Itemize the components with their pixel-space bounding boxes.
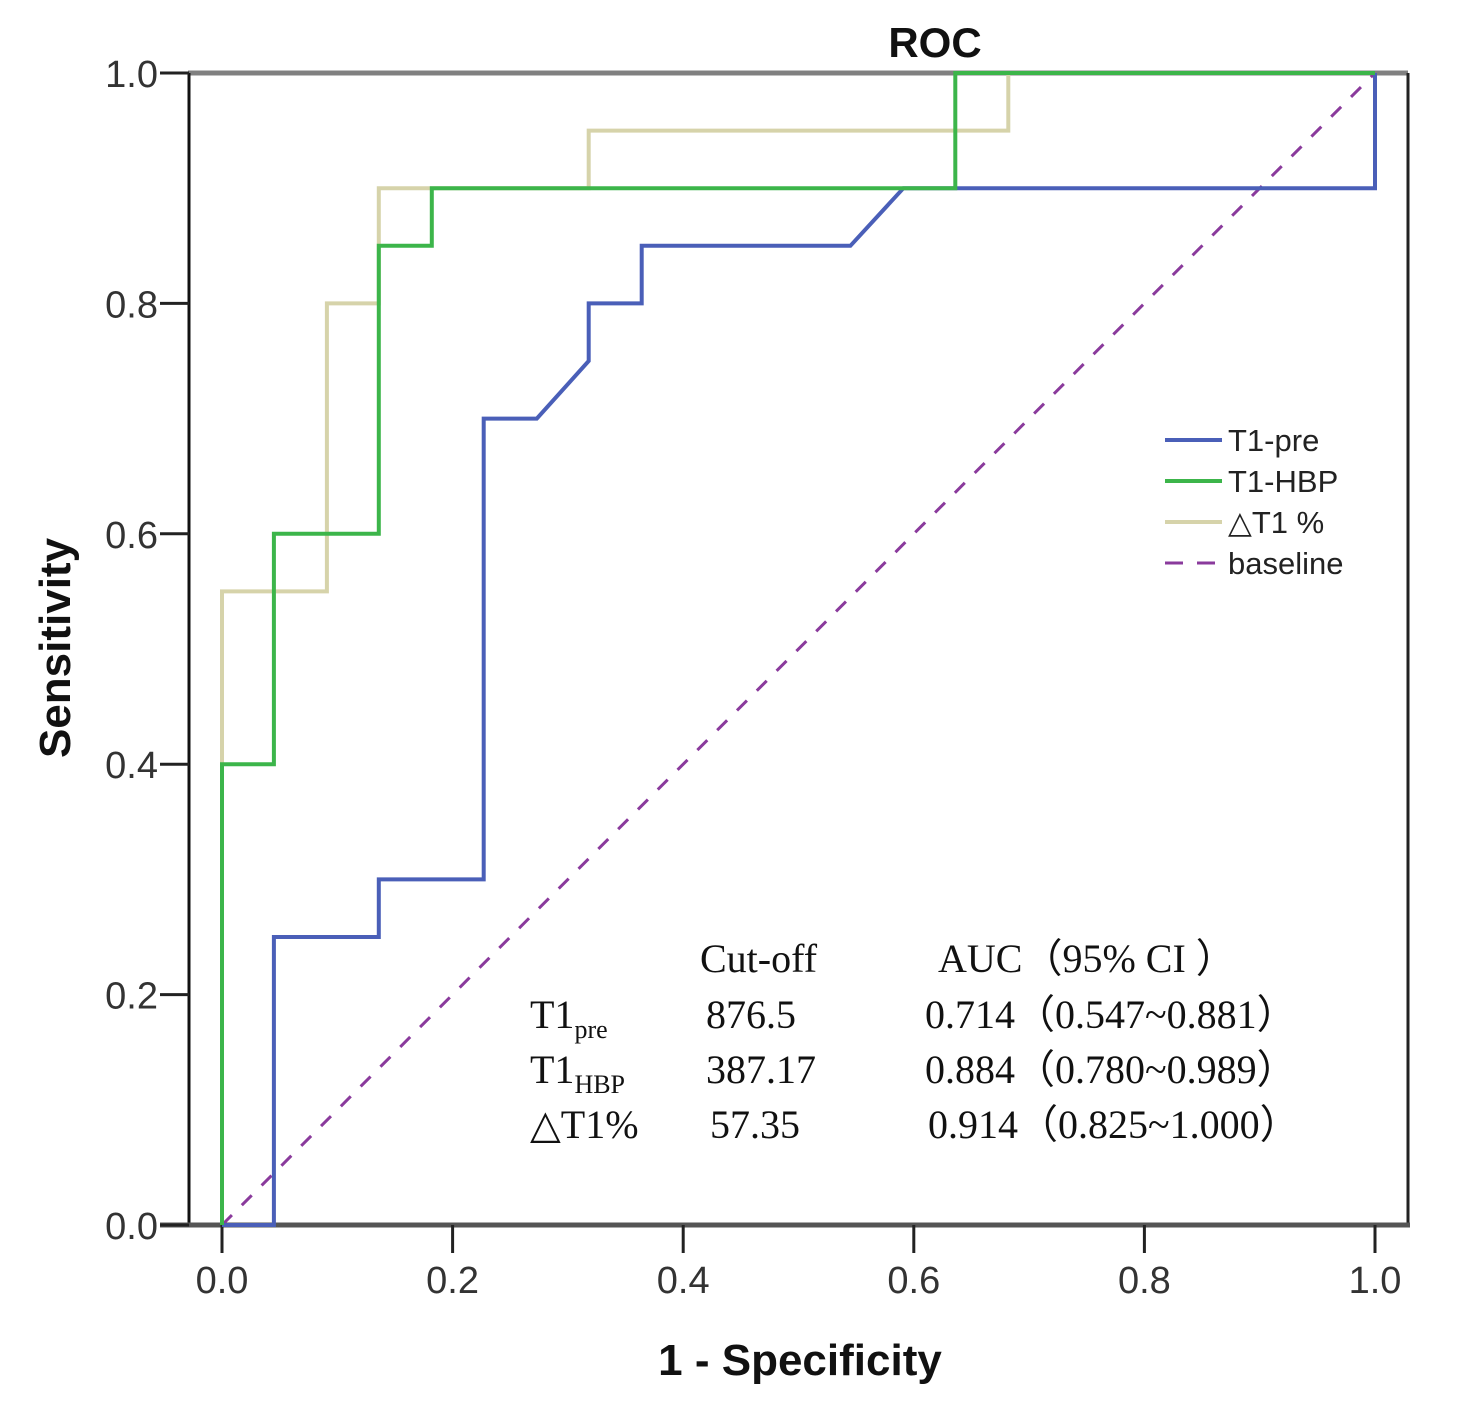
x-tick-label: 0.4: [657, 1260, 710, 1302]
y-tick-label: 0.6: [105, 515, 158, 557]
row-cutoff: 57.35: [710, 1102, 800, 1147]
legend-label: △T1 %: [1228, 505, 1324, 540]
series-group: [220, 71, 1377, 1227]
header-cutoff: Cut-off: [700, 936, 818, 981]
y-tick-label: 0.4: [105, 745, 158, 787]
row-label: T1pre: [530, 992, 608, 1044]
legend-item: T1-pre: [1165, 423, 1319, 458]
series-line-baseline: [220, 71, 1377, 1227]
y-axis-label: Sensitivity: [31, 537, 80, 758]
row-label-sub: pre: [574, 1015, 607, 1044]
series-line-delta-t1-pct: [220, 71, 1375, 1225]
table-row: T1HBP 387.17 0.884（0.780~0.989）: [530, 1047, 1297, 1099]
y-tick-label: 0.0: [105, 1206, 158, 1248]
row-label: △T1%: [530, 1102, 639, 1147]
series-line-t1-hbp: [220, 71, 1375, 1225]
x-axis-label: 1 - Specificity: [658, 1336, 942, 1385]
row-auc: 0.884（0.780~0.989）: [925, 1047, 1297, 1092]
row-label-sub: HBP: [574, 1070, 625, 1099]
annotation-table: Cut-off AUC（95% CI ） T1pre 876.5 0.714（0…: [530, 936, 1300, 1147]
row-auc: 0.914（0.825~1.000）: [928, 1102, 1300, 1147]
y-tick-label: 0.8: [105, 284, 158, 326]
legend-label: T1-pre: [1228, 423, 1319, 458]
y-ticks: 0.0 0.2 0.4 0.6 0.8 1.0: [105, 54, 189, 1248]
y-tick-label: 1.0: [105, 54, 158, 96]
x-tick-label: 0.6: [887, 1260, 940, 1302]
row-cutoff: 876.5: [706, 992, 796, 1037]
legend-label: baseline: [1228, 546, 1343, 581]
row-auc: 0.714（0.547~0.881）: [925, 992, 1297, 1037]
series-line-t1-pre: [222, 73, 1377, 1227]
row-cutoff: 387.17: [706, 1047, 816, 1092]
chart-title: ROC: [888, 19, 981, 66]
x-tick-label: 0.8: [1118, 1260, 1171, 1302]
legend-label: T1-HBP: [1228, 464, 1338, 499]
x-tick-label: 0.2: [426, 1260, 479, 1302]
table-row: △T1% 57.35 0.914（0.825~1.000）: [530, 1102, 1300, 1147]
legend: T1-pre T1-HBP △T1 % baseline: [1165, 423, 1343, 581]
x-ticks: 0.0 0.2 0.4 0.6 0.8 1.0: [196, 1225, 1402, 1302]
row-label: T1HBP: [530, 1047, 625, 1099]
table-row: T1pre 876.5 0.714（0.547~0.881）: [530, 992, 1297, 1044]
header-auc: AUC（95% CI ）: [938, 936, 1236, 981]
legend-item: baseline: [1165, 546, 1343, 581]
legend-item: T1-HBP: [1165, 464, 1338, 499]
x-tick-label: 1.0: [1349, 1260, 1402, 1302]
x-tick-label: 0.0: [196, 1260, 249, 1302]
y-tick-label: 0.2: [105, 976, 158, 1018]
legend-item: △T1 %: [1165, 505, 1324, 540]
